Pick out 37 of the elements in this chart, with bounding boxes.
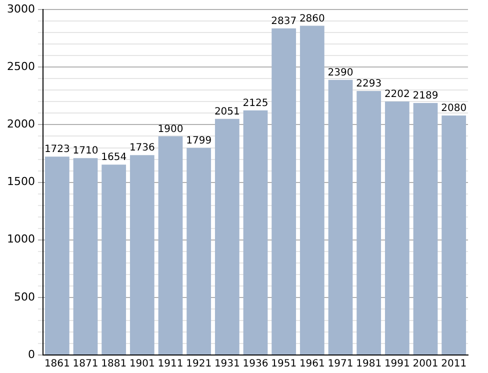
x-tick-label: 1881 — [101, 358, 127, 370]
data-label: 2080 — [441, 103, 467, 114]
x-tick-label: 1861 — [44, 358, 70, 370]
x-tick-label: 1931 — [214, 358, 240, 370]
data-label: 2051 — [214, 106, 240, 118]
data-label: 2189 — [412, 90, 438, 102]
x-tick-label: 1951 — [271, 358, 297, 370]
x-tick-label: 1911 — [158, 358, 184, 370]
x-tick-label: 1921 — [186, 358, 212, 370]
x-tick-label: 2001 — [412, 358, 438, 370]
data-label: 1723 — [44, 144, 70, 156]
data-label: 2837 — [271, 16, 297, 27]
x-tick-label: 1871 — [72, 358, 98, 370]
data-label: 1736 — [129, 142, 155, 154]
y-tick-label: 1500 — [6, 175, 35, 188]
y-tick-label: 2500 — [6, 60, 35, 74]
x-tick-label: 1971 — [328, 358, 354, 370]
data-label: 1799 — [186, 135, 212, 146]
data-label: 1654 — [101, 152, 127, 164]
x-tick-label: 1936 — [242, 358, 268, 370]
y-tick-label: 500 — [14, 290, 35, 304]
y-tick-label: 3000 — [6, 2, 35, 16]
data-label: 2202 — [384, 89, 410, 100]
data-label: 1710 — [72, 146, 98, 157]
data-label: 1900 — [158, 124, 184, 135]
x-tick-label: 1981 — [356, 358, 382, 370]
x-tick-label: 2011 — [441, 358, 467, 370]
x-tick-label: 1961 — [299, 358, 325, 370]
data-label: 2860 — [299, 13, 325, 24]
x-tick-label: 1901 — [129, 358, 155, 370]
x-tick-label: 1991 — [384, 358, 410, 370]
y-tick-label: 2000 — [6, 118, 35, 131]
data-label: 2125 — [242, 98, 268, 109]
data-label: 2390 — [328, 67, 354, 78]
y-tick-label: 0 — [28, 348, 35, 361]
y-tick-label: 1000 — [6, 232, 35, 246]
data-label: 2293 — [356, 78, 382, 90]
